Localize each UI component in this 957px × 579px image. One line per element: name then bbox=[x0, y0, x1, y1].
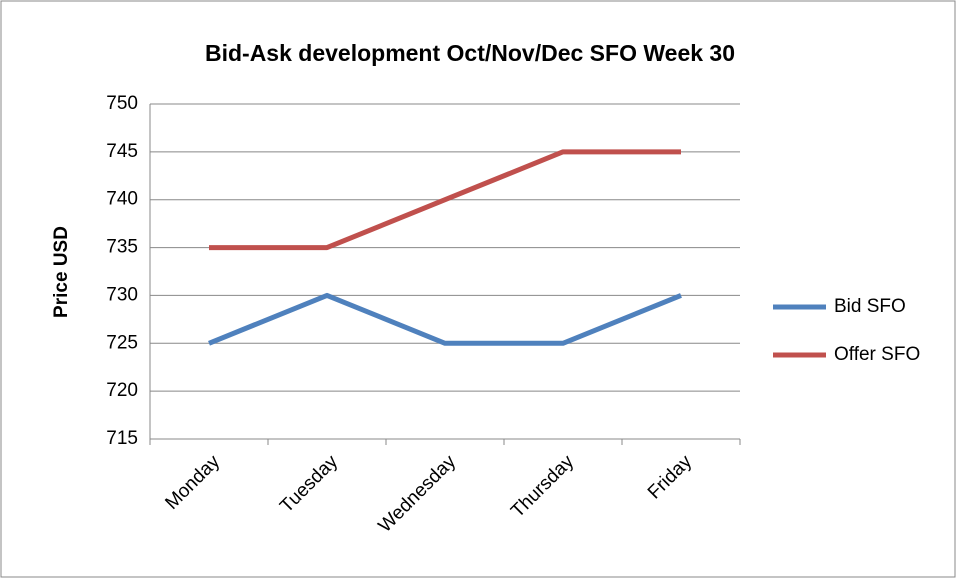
y-tick-label: 750 bbox=[106, 93, 138, 114]
y-tick-label: 730 bbox=[106, 284, 138, 305]
y-tick-label: 740 bbox=[106, 189, 138, 210]
series-line bbox=[208, 292, 682, 346]
legend-label: Offer SFO bbox=[834, 344, 920, 365]
chart-title: Bid-Ask development Oct/Nov/Dec SFO Week… bbox=[205, 40, 735, 66]
series-line bbox=[209, 149, 681, 251]
legend-label: Bid SFO bbox=[834, 296, 906, 317]
y-tick-label: 735 bbox=[106, 237, 138, 258]
y-tick-label: 745 bbox=[106, 141, 138, 162]
y-tick-label: 715 bbox=[106, 428, 138, 449]
y-tick-label: 720 bbox=[106, 380, 138, 401]
y-axis-label: Price USD bbox=[51, 226, 72, 318]
y-tick-label: 725 bbox=[106, 332, 138, 353]
